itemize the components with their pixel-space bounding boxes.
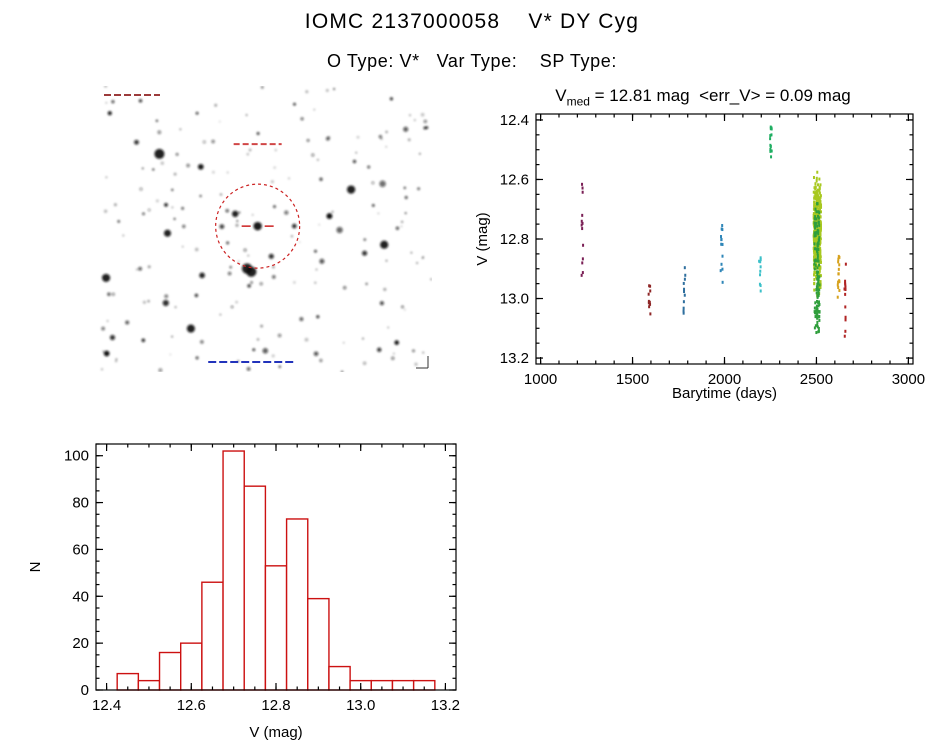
histogram-bars xyxy=(116,450,436,691)
histogram-bar xyxy=(264,565,288,691)
histogram-ytick-label: 60 xyxy=(72,541,89,558)
vmed-symbol: V xyxy=(555,86,567,105)
lightcurve-xtick-label: 3000 xyxy=(892,371,925,388)
histogram-ylabel: N xyxy=(28,562,44,573)
series-epoch-2620 xyxy=(836,254,841,299)
target-circle-marker xyxy=(215,183,301,269)
histogram-ytick-label: 40 xyxy=(72,588,89,605)
finder-corner-mark xyxy=(416,356,429,369)
lightcurve-xtick-label: 1500 xyxy=(616,371,649,388)
series-epoch-2655 xyxy=(843,262,847,338)
histogram-xtick-label: 13.2 xyxy=(431,697,460,714)
finder-annotations xyxy=(104,94,429,369)
histogram-ytick-label: 20 xyxy=(72,635,89,652)
histogram-xtick-label: 12.4 xyxy=(92,697,121,714)
histogram-bar xyxy=(158,651,182,691)
histogram-bar xyxy=(285,518,309,691)
series-epoch-1985 xyxy=(719,224,724,284)
target-star xyxy=(253,221,262,231)
lightcurve-ytick-label: 12.4 xyxy=(500,112,529,129)
series-epoch-1590 xyxy=(647,284,652,316)
histogram-bar xyxy=(243,485,267,691)
lightcurve-xlabel: Barytime (days) xyxy=(672,385,777,402)
lightcurve-ylabel: V (mag) xyxy=(474,212,491,265)
lightcurve-ytick-label: 12.8 xyxy=(500,231,529,248)
histogram-bar xyxy=(222,450,245,691)
histogram-xtick-label: 13.0 xyxy=(346,697,375,714)
page-subtitle: O Type: V* Var Type: SP Type: xyxy=(327,51,617,71)
lightcurve-ytick-label: 12.6 xyxy=(500,171,529,188)
lightcurve-xtick-label: 2000 xyxy=(708,371,741,388)
histogram-plot: 12.4 12.6 12.8 13.0 13.2 0 20 40 60 80 100 V (mag) N xyxy=(28,443,460,741)
series-epoch-2190 xyxy=(758,256,762,293)
lightcurve-ytick-label: 13.2 xyxy=(500,350,529,367)
vmed-subscript: med xyxy=(566,94,590,109)
histogram-bar xyxy=(201,581,224,691)
lightcurve-plot: 1000 1500 2000 2500 3000 12.4 12.6 12.8 13.0 13.2… xyxy=(474,112,925,402)
histogram-ytick-label: 100 xyxy=(64,448,89,465)
star-field xyxy=(100,86,432,372)
lightcurve-axes: 1000 1500 2000 2500 3000 12.4 12.6 12.8 13.0 13.2… xyxy=(474,112,925,402)
lightcurve-title: Vmed = 12.81 mag <err_V> = 0.09 mag xyxy=(470,86,936,108)
lightcurve-ytick-label: 13.0 xyxy=(500,291,529,308)
series-epoch-1230 xyxy=(580,182,585,277)
series-epoch-2250 xyxy=(769,125,773,159)
finder-chart-image xyxy=(100,86,432,372)
lightcurve-points xyxy=(580,125,847,338)
vmed-value-text: = 12.81 mag <err_V> = 0.09 mag xyxy=(589,86,851,105)
histogram-axes: 12.4 12.6 12.8 13.0 13.2 0 20 40 60 80 100 V (mag) N xyxy=(28,443,460,741)
histogram-ytick-label: 0 xyxy=(81,682,89,699)
histogram-ytick-label: 80 xyxy=(72,495,89,512)
histogram-xtick-label: 12.6 xyxy=(177,697,206,714)
page-title: IOMC 2137000058 V* DY Cyg xyxy=(304,10,640,33)
histogram-xlabel: V (mag) xyxy=(249,724,302,741)
series-epoch-1780 xyxy=(682,266,687,315)
histogram-bar xyxy=(328,665,351,691)
histogram-xtick-label: 12.8 xyxy=(261,697,290,714)
series-epoch-2500-green xyxy=(813,202,821,335)
lightcurve-xtick-label: 1000 xyxy=(524,371,557,388)
histogram-bar xyxy=(180,642,203,691)
lightcurve-xtick-label: 2500 xyxy=(800,371,833,388)
histogram-bar xyxy=(307,597,330,691)
